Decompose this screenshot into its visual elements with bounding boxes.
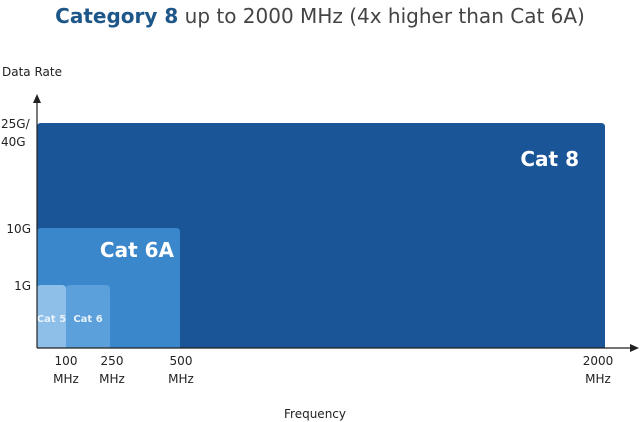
x-axis-arrow xyxy=(630,344,639,352)
x-tick-label: 100 xyxy=(55,354,78,368)
x-tick-label: 250 xyxy=(101,354,124,368)
y-tick-label: 25G/ xyxy=(1,117,31,131)
x-tick-unit: MHz xyxy=(585,372,611,386)
y-tick-label-line2: 40G xyxy=(1,135,26,149)
bar-cat-6 xyxy=(66,285,110,348)
x-tick-label: 2000 xyxy=(583,354,614,368)
y-tick-label: 10G xyxy=(6,222,31,236)
label-cat-5: Cat 5 xyxy=(37,314,66,325)
x-axis-label: Frequency xyxy=(284,407,346,421)
x-tick-label: 500 xyxy=(170,354,193,368)
y-tick-label: 1G xyxy=(14,279,31,293)
title-rest: up to 2000 MHz (4x higher than Cat 6A) xyxy=(178,4,585,28)
label-cat-6a: Cat 6A xyxy=(100,238,175,262)
label-cat-8: Cat 8 xyxy=(520,147,579,171)
label-cat-6: Cat 6 xyxy=(73,314,102,325)
y-axis-arrow xyxy=(33,94,41,103)
chart-title: Category 8 up to 2000 MHz (4x higher tha… xyxy=(55,4,585,28)
x-tick-unit: MHz xyxy=(168,372,194,386)
x-tick-unit: MHz xyxy=(99,372,125,386)
y-axis-label: Data Rate xyxy=(2,65,62,79)
bar-cat-5 xyxy=(37,285,66,348)
x-tick-unit: MHz xyxy=(53,372,79,386)
title-bold: Category 8 xyxy=(55,4,178,28)
